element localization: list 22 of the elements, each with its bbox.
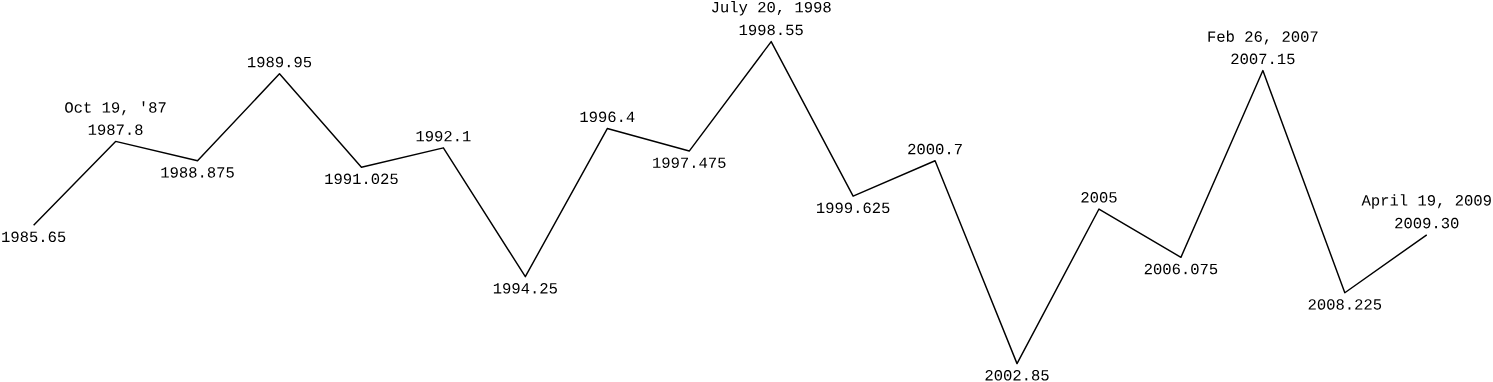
x-tick-label: 1997.475 xyxy=(653,157,726,169)
x-tick-label: 1985.65 xyxy=(2,231,66,243)
annotation: Feb 26, 2007 xyxy=(1208,30,1318,45)
x-tick-label: 1998.55 xyxy=(739,24,803,36)
x-tick-label: 1999.625 xyxy=(816,202,890,214)
x-tick-label: 2006.075 xyxy=(1144,263,1218,275)
annotation: Oct 19, '87 xyxy=(65,101,166,116)
x-tick-label: 2009.30 xyxy=(1395,218,1459,229)
x-tick-label: 2002.85 xyxy=(985,370,1049,381)
x-tick-label: 2007.15 xyxy=(1231,53,1295,65)
x-tick-label: 1991.025 xyxy=(325,173,398,185)
annotation: April 19, 2009 xyxy=(1361,194,1491,209)
x-tick-label: 2000.7 xyxy=(908,143,962,155)
annotation: July 20, 1998 xyxy=(711,1,831,16)
x-tick-label: 1992.1 xyxy=(416,131,471,142)
x-tick-label: 2008.225 xyxy=(1308,299,1382,310)
x-tick-label: 2005 xyxy=(1081,192,1117,203)
x-tick-label: 1988.875 xyxy=(161,167,234,178)
x-tick-label: 1996.4 xyxy=(580,111,635,123)
x-tick-label: 1994.25 xyxy=(493,283,557,294)
x-tick-label: 1987.8 xyxy=(88,124,143,136)
x-tick-label: 1989.95 xyxy=(248,57,312,68)
